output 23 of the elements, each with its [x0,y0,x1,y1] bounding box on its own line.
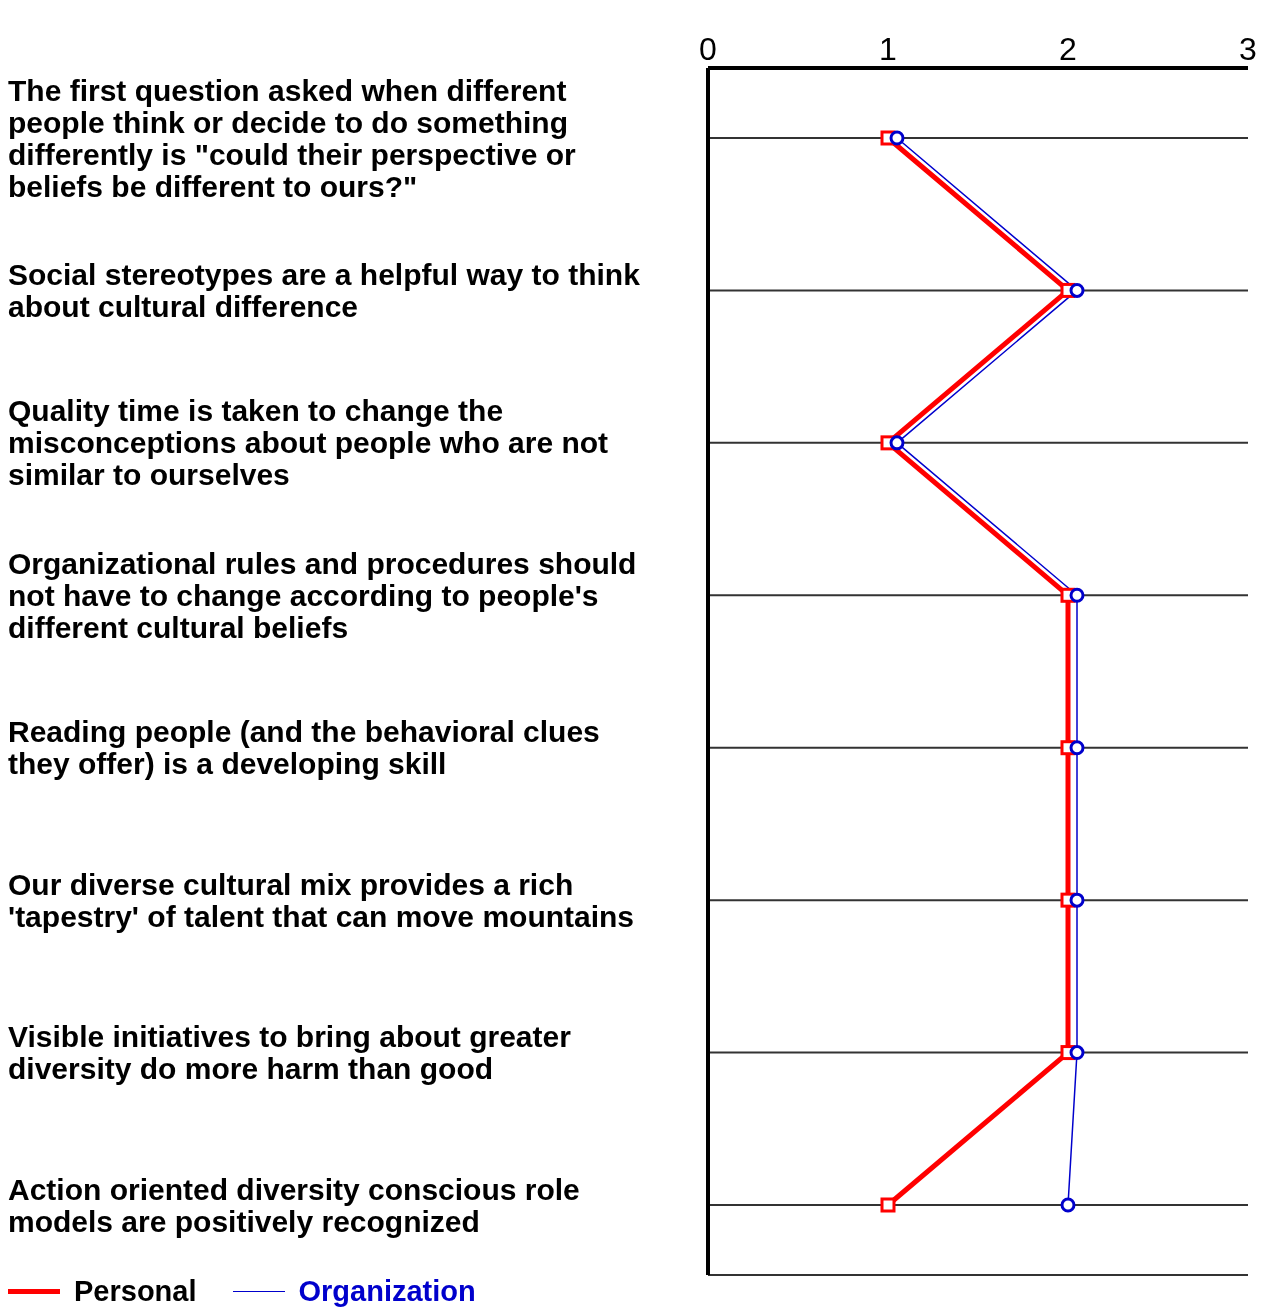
point [1069,587,1085,603]
point [1069,892,1085,908]
y-tick-label: Organizational rules and procedures should not have to change according to people's different cultural beliefs [8,546,637,644]
y-tick-label: Reading people (and the behavioral clues they offer) is a developing skill [8,715,600,781]
point [880,1197,896,1213]
y-tick-label: Quality time is taken to change the misconceptions about people who are not similar to ourselves [8,394,609,492]
point [889,130,905,146]
x-tick-label: 1 [879,31,897,67]
y-tick-label: Social stereotypes are a helpful way to think about cultural difference [8,257,641,323]
y-tick-label: Visible initiatives to bring about greater diversity do more harm than good [8,1020,572,1086]
point [889,435,905,451]
point [1069,1045,1085,1061]
point [1069,740,1085,756]
point [1069,282,1085,298]
y-tick-label: Our diverse cultural mix provides a rich 'tapestry' of talent that can move mountains [8,867,635,933]
x-tick-label: 2 [1059,31,1077,67]
point [1060,1197,1076,1213]
x-tick-label: 3 [1239,31,1257,67]
y-tick-label: The first question asked when different people think or decide to do something differently is "could their perspective or beliefs be different to ours?" [8,73,577,203]
legend-label: Organization [297,1275,476,1308]
y-tick-label: Action oriented diversity conscious role models are positively recognized [8,1172,580,1238]
legend-label: Personal [73,1275,197,1308]
x-tick-label: 0 [699,31,717,67]
